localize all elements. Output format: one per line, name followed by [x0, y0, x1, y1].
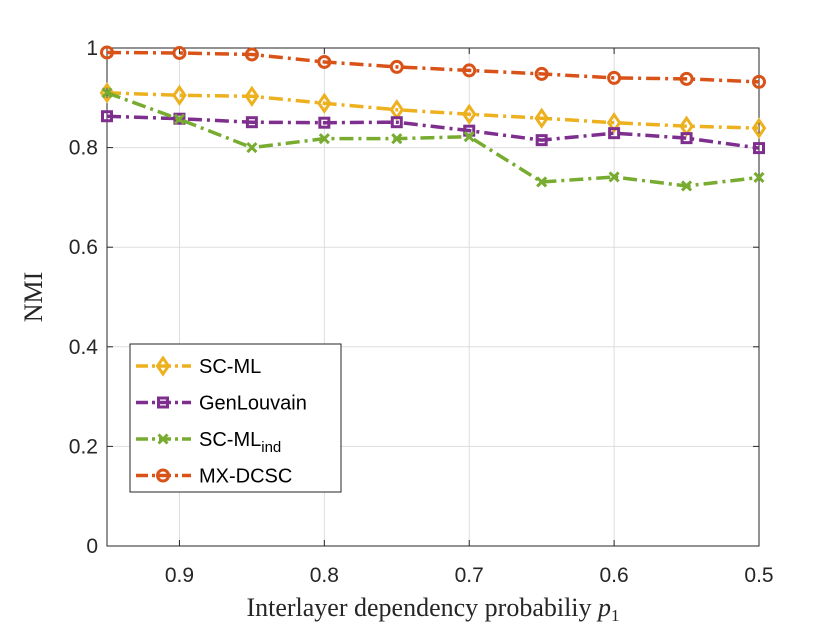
data-point — [752, 74, 766, 89]
data-point — [317, 54, 332, 69]
data-point — [173, 112, 186, 125]
data-point — [534, 107, 549, 129]
data-point — [100, 45, 114, 60]
data-point — [751, 117, 767, 139]
series-line — [106, 50, 760, 84]
y-tick-label: 0 — [86, 535, 98, 558]
legend-label-text: SC-ML — [199, 356, 261, 378]
series-line — [106, 91, 760, 188]
data-point — [244, 47, 259, 62]
data-point — [101, 87, 113, 99]
legend-label: SC-ML — [199, 356, 261, 378]
data-point — [608, 171, 620, 183]
series-line — [106, 91, 760, 130]
legend-label-subscript: ind — [261, 439, 281, 456]
series-3 — [100, 45, 766, 89]
legend-label-text: SC-ML — [199, 429, 261, 451]
data-point — [753, 171, 765, 184]
data-point — [535, 134, 548, 147]
data-point — [680, 180, 693, 192]
marker-stroke — [391, 133, 403, 145]
data-point — [245, 116, 258, 129]
data-point — [318, 133, 330, 145]
marker-stroke — [157, 433, 169, 445]
data-point — [318, 116, 331, 129]
series-0 — [99, 82, 767, 139]
series-2 — [101, 87, 765, 192]
legend-marker — [157, 433, 169, 445]
axis-ticks: 0 0.2 0.4 0.6 0.8 1 0.9 0.8 0.7 0.6 0.5 — [69, 37, 774, 587]
x-axis-label: Interlayer dependency probabiliy p1 — [246, 593, 619, 625]
legend-label: SC-MLind — [199, 429, 281, 456]
y-tick-label: 0.4 — [69, 336, 99, 359]
data-point — [101, 110, 113, 123]
series-1 — [101, 110, 765, 155]
marker-stroke — [536, 176, 548, 188]
legend-label-text: GenLouvain — [199, 393, 307, 415]
x-tick-label: 0.6 — [600, 564, 629, 587]
legend-label: MX-DCSC — [199, 466, 292, 488]
y-axis-label: NMI — [19, 272, 48, 323]
marker-stroke — [753, 171, 765, 184]
data-point — [607, 70, 622, 85]
data-point — [462, 63, 477, 78]
marker-stroke — [173, 113, 186, 125]
legend-label: GenLouvain — [199, 393, 307, 415]
data-point — [679, 71, 694, 86]
y-tick-label: 0.6 — [69, 236, 98, 259]
legend-marker — [157, 396, 169, 409]
data-point — [391, 133, 403, 145]
data-point — [753, 142, 765, 155]
data-point — [536, 176, 548, 188]
x-axis-label-symbol: p — [596, 593, 611, 622]
data-series — [99, 45, 767, 192]
data-point — [389, 59, 404, 74]
data-point — [172, 45, 187, 60]
data-point — [317, 92, 332, 114]
x-tick-label: 0.9 — [165, 564, 194, 587]
series-line — [106, 114, 760, 150]
x-axis-label-subscript: 1 — [611, 606, 620, 625]
data-point — [680, 132, 693, 145]
legend-marker — [155, 355, 171, 377]
data-point — [608, 127, 621, 140]
data-point — [173, 113, 186, 125]
axes-box — [106, 47, 760, 547]
y-tick-label: 1 — [86, 37, 98, 60]
data-point — [172, 84, 187, 106]
data-point — [246, 142, 258, 154]
marker-stroke — [246, 142, 258, 154]
x-axis-label-text: Interlayer dependency probabiliy — [246, 593, 591, 622]
marker-stroke — [680, 180, 693, 192]
legend-marker — [156, 468, 170, 483]
data-point — [244, 85, 260, 107]
y-tick-label: 0.2 — [69, 435, 98, 458]
marker-stroke — [608, 171, 620, 183]
x-tick-label: 0.5 — [744, 564, 773, 587]
y-tick-label: 0.8 — [69, 137, 98, 160]
x-tick-label: 0.7 — [455, 564, 484, 587]
data-point — [461, 103, 477, 125]
x-tick-label: 0.8 — [310, 564, 339, 587]
data-point — [534, 66, 549, 81]
marker-stroke — [318, 133, 330, 145]
legend-label-text: MX-DCSC — [199, 466, 292, 488]
marker-stroke — [101, 87, 113, 99]
marker-stroke — [463, 131, 475, 143]
data-point — [463, 131, 475, 143]
data-point — [606, 112, 622, 134]
data-point — [390, 116, 403, 129]
